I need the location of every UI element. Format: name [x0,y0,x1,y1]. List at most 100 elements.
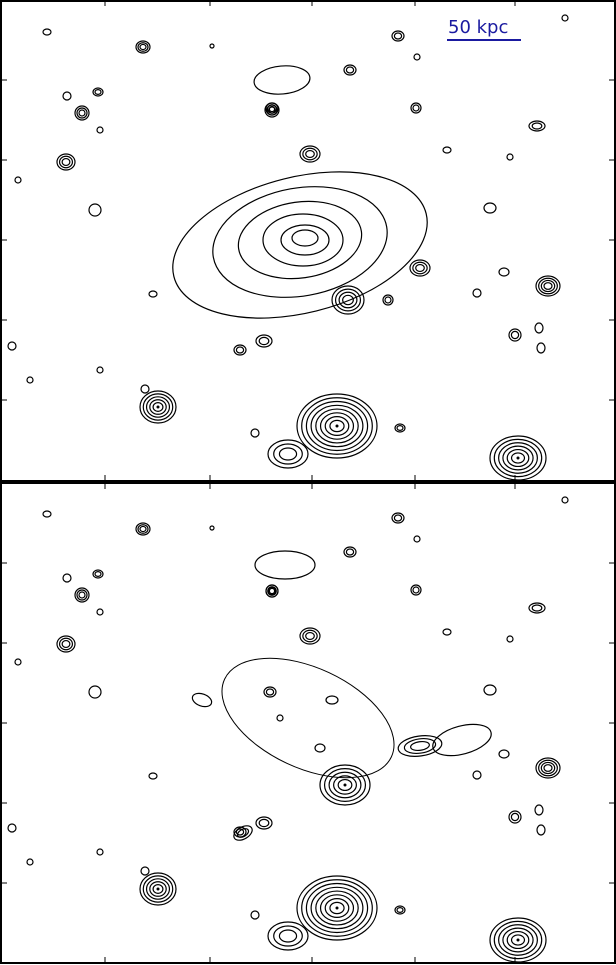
contour [149,399,167,415]
contour [78,109,86,117]
contour [172,171,428,319]
contour [152,402,164,412]
contour [209,525,215,531]
contour [250,910,260,920]
contour [14,658,22,666]
contour-peak [343,783,347,787]
contour [264,102,280,118]
contour [149,881,167,897]
contour [140,384,150,394]
contour [543,282,553,290]
aperture-ellipse [221,657,395,779]
contour [413,535,421,543]
contour [538,277,558,295]
contour [278,929,298,943]
contour [489,435,547,481]
contour [273,443,303,465]
contour [258,336,270,346]
contour [58,637,74,651]
contour [258,818,270,828]
contour [58,155,74,169]
contour [61,639,71,649]
contour [410,102,422,114]
contour [538,759,558,777]
contour [536,824,546,836]
contour [152,884,164,894]
contour [137,524,149,534]
scale-bar-label: 50 kpc [448,17,508,38]
contour [235,346,245,354]
contour [96,608,104,616]
contour [489,917,547,963]
contour [56,635,76,653]
contour [14,176,22,184]
contour [148,772,158,780]
contour [343,64,357,76]
contour [139,390,177,424]
contour [74,105,90,121]
contour [394,905,406,915]
contour [276,714,284,722]
contour [493,920,543,960]
contour [510,452,526,464]
contour [342,294,354,306]
contour [296,393,378,459]
contour [535,757,561,779]
contour [254,550,316,580]
contour [531,122,543,130]
contour [7,341,17,351]
contour [250,428,260,438]
contour [96,848,104,856]
contour [413,53,421,61]
contour [280,224,330,256]
contour [291,229,319,247]
contour-peak [335,906,339,910]
contour [534,322,544,334]
contour [561,14,569,22]
contour [62,573,72,583]
contour [145,878,171,900]
contour [62,91,72,101]
contour [96,366,104,374]
contour [319,412,355,440]
contour [510,812,520,822]
contours [7,14,569,963]
contour [343,546,357,558]
contour [391,512,405,524]
contour [273,925,303,947]
contour [535,275,561,297]
contour [299,627,321,645]
contour [331,285,365,315]
contour [410,584,422,596]
contour [301,879,373,937]
contour [315,408,359,444]
contour [92,87,104,97]
contour [76,589,88,601]
contour [139,872,177,906]
contour [302,629,318,643]
contour [94,88,102,95]
contour [410,740,430,752]
contour [472,288,482,298]
contour [506,448,530,468]
contour [442,146,452,154]
contour [345,66,355,74]
contour [255,334,273,348]
contour [329,419,345,433]
contour [140,866,150,876]
contour [268,587,276,595]
contour [310,886,364,930]
contour [265,688,275,696]
contour [137,42,149,52]
contour [267,439,309,469]
contour [397,735,443,757]
contour [508,328,522,342]
contour [391,30,405,42]
contour [267,921,309,951]
contour [76,107,88,119]
contour [61,157,71,167]
contour [310,404,364,448]
contour [508,810,522,824]
contour [328,771,362,799]
